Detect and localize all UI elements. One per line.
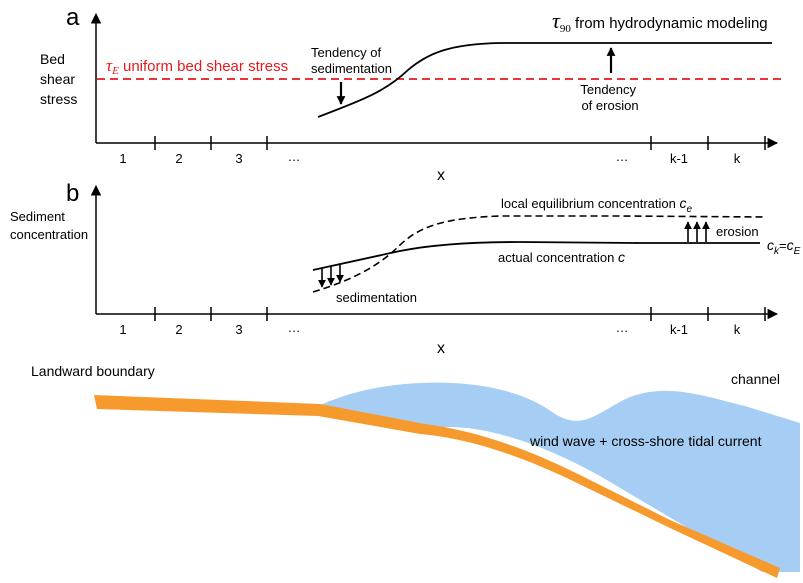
panel-b-tick-label: 3 [235, 322, 242, 337]
ce-upper-subscript: E [794, 246, 801, 257]
tau-90-label: τ90 from hydrodynamic modeling [552, 8, 768, 35]
tau-e-subscript: E [111, 65, 119, 77]
panel-a-tick-marks [154, 136, 766, 150]
panel-b-tick-labels: 1 2 3 … … k-1 k [119, 320, 740, 337]
erosion-tendency-label: Tendency of erosion [580, 82, 639, 113]
panel-b: b Sediment concentration 1 2 3 … … k-1 k… [10, 180, 801, 357]
equilibrium-concentration-curve [312, 215, 767, 293]
landward-boundary-label: Landward boundary [31, 363, 155, 379]
tau-90-symbol: τ [552, 8, 561, 33]
panel-a-tick-label: 3 [235, 151, 242, 166]
sedimentation-tendency-line-1: Tendency of [311, 45, 381, 60]
panel-a-xlabel: x [437, 167, 445, 184]
panel-c: Landward boundary channel wind wave + cr… [31, 363, 800, 578]
panel-b-ylabel-line-2: concentration [10, 227, 88, 242]
ck-subscript: k [774, 246, 780, 257]
sedimentation-tendency-label: Tendency of sedimentation [311, 45, 392, 76]
ck-equals: = [779, 238, 787, 253]
panel-a-tick-labels: 1 2 3 … … k-1 k [119, 149, 740, 166]
tau-e-symbol: τ [106, 56, 113, 75]
panel-a-tick-label: 1 [119, 151, 126, 166]
panel-b-xlabel: x [437, 340, 445, 357]
panel-b-tick-label: 2 [175, 322, 182, 337]
ck-ce-label: ck=cE [767, 237, 801, 257]
forcing-label: wind wave + cross-shore tidal current [529, 433, 762, 449]
c-symbol: c [618, 249, 625, 265]
panel-a-tick-label: k [734, 151, 741, 166]
actual-concentration-label: actual concentration c [498, 249, 625, 265]
panel-a-tick-label: … [616, 149, 629, 164]
erosion-tendency-line-1: Tendency [580, 82, 636, 97]
erosion-tendency-line-2: of erosion [581, 98, 638, 113]
tau-90-text: from hydrodynamic modeling [571, 15, 768, 32]
panel-a-tick-label: … [288, 149, 301, 164]
ce-upper-symbol: c [787, 237, 794, 253]
panel-b-tick-label: k-1 [670, 322, 688, 337]
panel-b-tick-label: k [734, 322, 741, 337]
panel-b-label: b [66, 180, 79, 207]
sedimentation-arrows [318, 264, 344, 288]
ce-symbol: c [679, 195, 686, 211]
panel-b-ylabel-line-1: Sediment [10, 209, 65, 224]
erosion-arrows [684, 221, 710, 242]
actual-concentration-curve [312, 241, 760, 271]
equilibrium-concentration-label: local equilibrium concentration ce [501, 195, 692, 215]
tau-e-label: τE uniform bed shear stress [106, 56, 288, 77]
tau-e-text: uniform bed shear stress [119, 58, 288, 75]
actual-concentration-text: actual concentration [498, 250, 618, 265]
erosion-label: erosion [716, 224, 759, 239]
sedimentation-label: sedimentation [336, 290, 417, 305]
panel-a-ylabel: Bed shear stress [40, 51, 79, 107]
panel-b-tick-label: 1 [119, 322, 126, 337]
panel-a-ylabel-line-2: shear [40, 71, 75, 87]
panel-a-ylabel-line-1: Bed [40, 51, 65, 67]
bed-profile [94, 395, 780, 578]
channel-label: channel [731, 371, 780, 387]
panel-b-ylabel: Sediment concentration [10, 209, 88, 242]
panel-a-label: a [66, 4, 80, 31]
tau-90-subscript: 90 [560, 23, 572, 35]
panel-a-ylabel-line-3: stress [40, 91, 77, 107]
tau-90-curve [317, 42, 772, 118]
panel-b-tick-label: … [288, 320, 301, 335]
sedimentation-tendency-line-2: sedimentation [311, 61, 392, 76]
ck-symbol: c [767, 237, 774, 253]
equilibrium-concentration-text: local equilibrium concentration [501, 196, 679, 211]
panel-a-tick-label: 2 [175, 151, 182, 166]
ce-subscript: e [686, 204, 692, 215]
panel-b-tick-marks [154, 307, 766, 321]
panel-a: a Bed shear stress 1 2 3 … … k-1 k x [40, 4, 785, 184]
panel-b-tick-label: … [616, 320, 629, 335]
water-body [318, 382, 800, 572]
panel-a-tick-label: k-1 [670, 151, 688, 166]
